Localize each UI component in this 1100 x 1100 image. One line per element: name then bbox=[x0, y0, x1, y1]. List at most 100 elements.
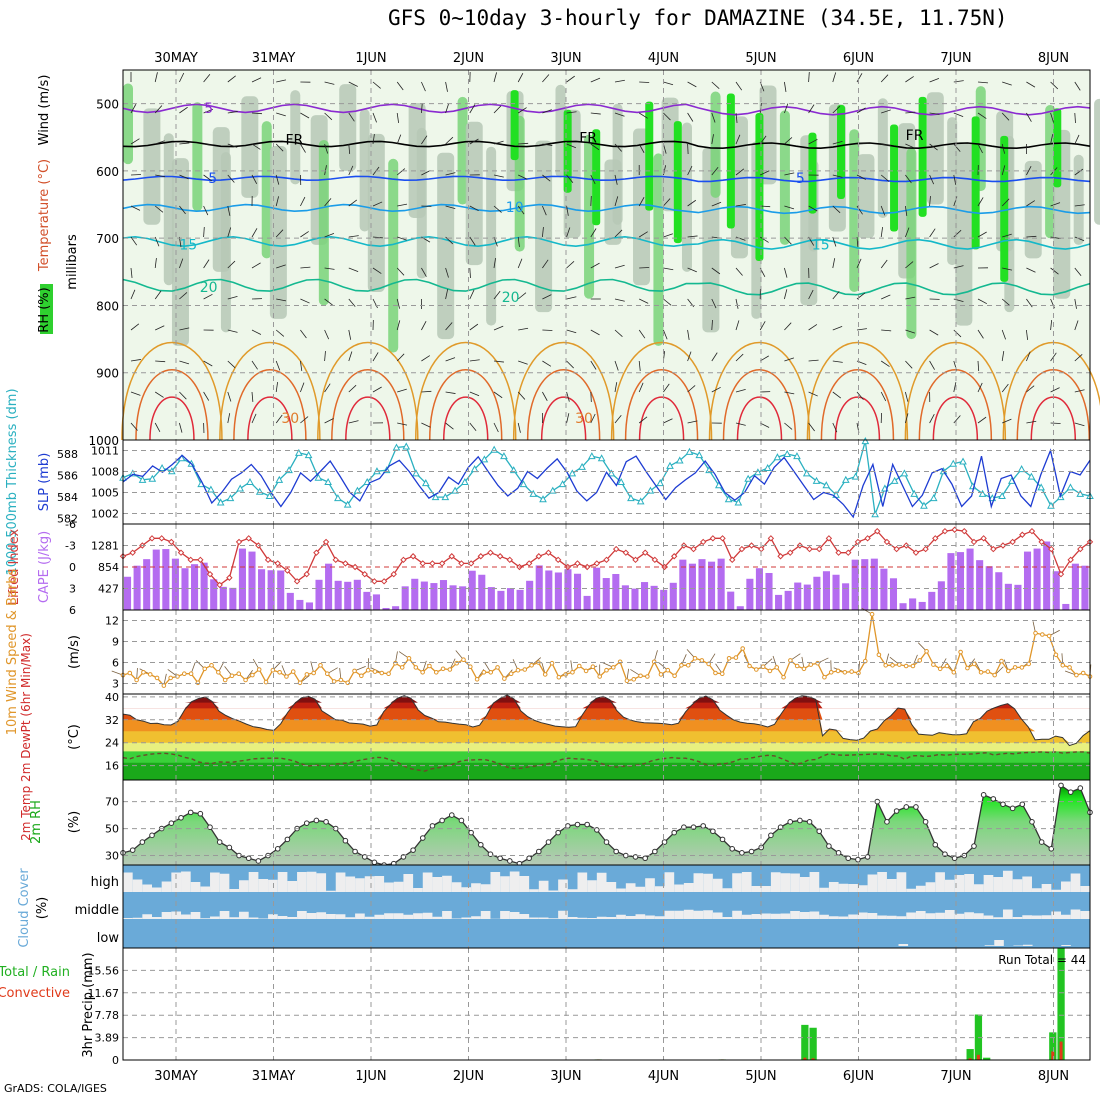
wind-barb bbox=[493, 140, 504, 145]
cloud-middle-cell bbox=[625, 916, 636, 919]
wind-speed-line-point bbox=[147, 672, 153, 677]
slp-tick-label: 1011 bbox=[91, 445, 119, 458]
rh-line-point bbox=[487, 851, 494, 858]
cloud-high-cell bbox=[625, 883, 636, 892]
wind-barb bbox=[1001, 165, 1006, 176]
cloud-high-cell bbox=[548, 890, 559, 892]
wind-barb bbox=[953, 174, 957, 185]
lifted-index-line-point bbox=[767, 535, 775, 542]
wind-barb bbox=[856, 107, 866, 114]
wind-barb bbox=[372, 236, 383, 239]
cape-bar bbox=[372, 594, 381, 610]
wind-barb bbox=[663, 233, 673, 238]
pressure-tick-label: 500 bbox=[96, 98, 119, 112]
cloud-high-cell bbox=[993, 877, 1003, 892]
wind-barb bbox=[1050, 202, 1061, 207]
lifted-index-line-point bbox=[313, 549, 320, 556]
wind-speed-line-point bbox=[188, 671, 194, 677]
rh-line-point bbox=[816, 828, 823, 835]
rh-line-point bbox=[323, 819, 329, 825]
wind-barb bbox=[300, 196, 306, 207]
wind-barb bbox=[880, 360, 890, 367]
cloud-middle-cell bbox=[577, 917, 588, 919]
wind-barb bbox=[130, 323, 140, 331]
cloud-middle-cell bbox=[277, 916, 288, 919]
cloud-high-cell bbox=[355, 878, 365, 892]
wind-barb bbox=[663, 298, 672, 306]
thickness-line-point bbox=[773, 453, 782, 461]
rh-line-point bbox=[352, 848, 358, 855]
rh-band bbox=[653, 153, 664, 346]
wind-barb bbox=[880, 259, 888, 269]
lifted-index-line-point bbox=[496, 553, 504, 560]
warm-contour bbox=[247, 396, 293, 441]
cloud-high-cell bbox=[896, 872, 907, 892]
wind-barb bbox=[275, 382, 278, 393]
warm-contour bbox=[428, 369, 503, 441]
wind-speed-line-point bbox=[345, 680, 351, 686]
thickness-line-point bbox=[529, 489, 538, 497]
cape-bar bbox=[133, 565, 141, 610]
rh-line-point bbox=[545, 839, 552, 845]
wind-speed-line-point bbox=[726, 656, 732, 661]
contour-label: 20 bbox=[502, 290, 520, 306]
contour-label: 5 bbox=[208, 171, 217, 187]
lifted-index-line-point bbox=[690, 545, 697, 553]
lifted-index-line-point bbox=[825, 535, 833, 542]
wind-barb bbox=[760, 205, 771, 208]
wind-barb bbox=[348, 420, 359, 424]
lifted-tick-label: 0 bbox=[69, 561, 76, 574]
cape-bar bbox=[506, 588, 515, 610]
thickness-line-point bbox=[646, 486, 655, 494]
thickness-line-point bbox=[1076, 489, 1085, 497]
rh-line-point bbox=[864, 854, 871, 860]
cape-bar bbox=[200, 562, 208, 610]
wind-speed-line bbox=[122, 614, 1091, 687]
lifted-index-line-point bbox=[709, 535, 717, 542]
thickness-line-point bbox=[548, 486, 557, 494]
wind-speed-line-point bbox=[515, 667, 521, 673]
wind-barb bbox=[832, 422, 838, 433]
precip-axis-label: 3hr Precip (mm) bbox=[81, 952, 96, 1057]
wind-barb bbox=[832, 72, 837, 83]
wind-barb bbox=[179, 72, 185, 83]
warm-contour bbox=[708, 342, 811, 441]
wind-barb bbox=[566, 391, 570, 402]
cloud-high-cell bbox=[915, 885, 926, 892]
bottom-date-label: 4JUN bbox=[648, 1069, 679, 1084]
wind-barb bbox=[421, 355, 431, 362]
contour-label: FR bbox=[906, 128, 924, 144]
wind-speed-line-point bbox=[1053, 652, 1059, 658]
lifted-index-line-point bbox=[197, 556, 204, 564]
wind-speed-line-point bbox=[767, 668, 773, 674]
lifted-index-line-point bbox=[574, 560, 581, 567]
lifted-index-line-point bbox=[525, 560, 533, 567]
thickness-line-point bbox=[666, 461, 674, 469]
rh-line-point bbox=[980, 792, 987, 798]
rh-line-point bbox=[652, 848, 658, 855]
wind-barb bbox=[905, 76, 914, 83]
cloud-high-cell bbox=[973, 884, 984, 892]
wind-speed-line-point bbox=[570, 670, 575, 675]
thickness-line-point bbox=[207, 485, 215, 493]
cloud-low-cell bbox=[984, 945, 995, 946]
cloud-middle-cell bbox=[683, 909, 694, 919]
rh-line-point bbox=[168, 820, 175, 826]
cloud-high-cell bbox=[606, 882, 617, 892]
lifted-index-line-point bbox=[999, 542, 1007, 549]
wind-speed-line-point bbox=[604, 667, 609, 673]
temp-tick-label: 40 bbox=[105, 691, 119, 704]
cloud-middle-cell bbox=[1012, 917, 1023, 919]
thickness-line-point bbox=[148, 474, 157, 482]
temp-band bbox=[123, 695, 1090, 703]
lifted-index-line-point bbox=[583, 563, 591, 571]
cloud-middle-cell bbox=[732, 910, 742, 919]
wind-barb bbox=[348, 298, 356, 307]
rh-band bbox=[416, 127, 427, 279]
cloud-middle-cell bbox=[442, 911, 452, 919]
cloud-high-cell bbox=[1002, 870, 1013, 892]
cape-bar bbox=[976, 560, 984, 610]
rh-line-point bbox=[555, 829, 561, 836]
cloud-high-cell bbox=[567, 889, 578, 892]
thickness-line-point bbox=[744, 474, 752, 482]
